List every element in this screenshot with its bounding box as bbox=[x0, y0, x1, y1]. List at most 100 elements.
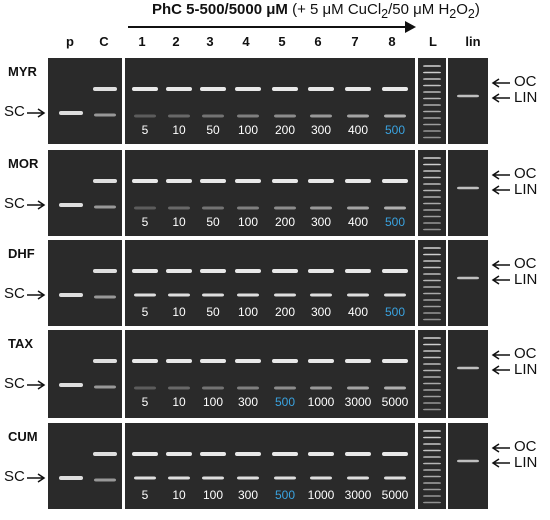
concentration-label: 50 bbox=[206, 215, 220, 229]
lane-header-1: 1 bbox=[138, 34, 146, 49]
sc-label: SC bbox=[4, 468, 25, 485]
oc-arrow bbox=[491, 78, 510, 88]
gel-panel-lin bbox=[448, 150, 488, 236]
concentration-label: 200 bbox=[274, 215, 296, 229]
gel-panel-left bbox=[48, 330, 122, 418]
lane-header-c: C bbox=[99, 34, 109, 49]
gel-panel-left bbox=[48, 150, 122, 236]
gel-panel-main bbox=[125, 423, 415, 509]
gel-name: MYR bbox=[8, 64, 37, 79]
concentration-label: 5 bbox=[141, 488, 149, 502]
concentration-label: 1000 bbox=[307, 488, 335, 502]
concentration-label: 10 bbox=[172, 488, 186, 502]
oc-label: OC bbox=[514, 438, 537, 455]
gel-panel-ladder bbox=[418, 423, 446, 509]
sc-label: SC bbox=[4, 195, 25, 212]
concentration-label: 100 bbox=[237, 305, 259, 319]
lin-label: LIN bbox=[514, 89, 538, 106]
lin-arrow bbox=[491, 185, 510, 195]
gel-name: TAX bbox=[8, 336, 34, 351]
sc-label: SC bbox=[4, 103, 25, 120]
gel-panel-left bbox=[48, 58, 122, 144]
concentration-label: 500 bbox=[384, 305, 406, 319]
title-rest: (+ 5 μM CuCl bbox=[287, 1, 382, 18]
concentration-label: 500 bbox=[384, 215, 406, 229]
oc-arrow bbox=[491, 170, 510, 180]
concentration-label: 10 bbox=[172, 305, 186, 319]
lane-header-6: 6 bbox=[314, 34, 322, 49]
title-bold: PhC 5-500/5000 μM bbox=[152, 1, 288, 18]
concentration-label: 400 bbox=[347, 305, 369, 319]
gel-panel-lin bbox=[448, 58, 488, 144]
gel-panel-main bbox=[125, 58, 415, 144]
sc-arrow bbox=[27, 290, 46, 300]
concentration-label: 300 bbox=[310, 215, 332, 229]
concentration-label: 3000 bbox=[344, 488, 372, 502]
gel-name: CUM bbox=[8, 429, 38, 444]
concentration-label: 5 bbox=[141, 215, 149, 229]
title-rest: /50 μM H bbox=[388, 1, 450, 18]
gel-name: DHF bbox=[8, 246, 35, 261]
lin-arrow bbox=[491, 93, 510, 103]
concentration-label: 100 bbox=[202, 395, 224, 409]
lane-header-l: L bbox=[429, 34, 437, 49]
gel-panel-left bbox=[48, 240, 122, 326]
gel-panel-main bbox=[125, 240, 415, 326]
lin-arrow bbox=[491, 458, 510, 468]
concentration-label: 200 bbox=[274, 123, 296, 137]
gel-panel-ladder bbox=[418, 150, 446, 236]
lin-label: LIN bbox=[514, 181, 538, 198]
title-sub: 2 bbox=[467, 7, 475, 21]
gel-panel-ladder bbox=[418, 330, 446, 418]
concentration-label: 5 bbox=[141, 395, 149, 409]
gel-panel-ladder bbox=[418, 240, 446, 326]
lane-header-p: p bbox=[66, 34, 74, 49]
concentration-label: 300 bbox=[310, 123, 332, 137]
sc-arrow bbox=[27, 380, 46, 390]
concentration-label: 300 bbox=[310, 305, 332, 319]
concentration-label: 5000 bbox=[381, 395, 409, 409]
concentration-label: 50 bbox=[206, 305, 220, 319]
lane-header-7: 7 bbox=[351, 34, 359, 49]
concentration-label: 100 bbox=[202, 488, 224, 502]
gel-panel-main bbox=[125, 150, 415, 236]
concentration-label: 10 bbox=[172, 123, 186, 137]
lin-arrow bbox=[491, 275, 510, 285]
gel-panel-lin bbox=[448, 240, 488, 326]
title-sub: 2 bbox=[381, 7, 389, 21]
oc-arrow bbox=[491, 443, 510, 453]
concentration-label: 10 bbox=[172, 215, 186, 229]
concentration-label: 400 bbox=[347, 123, 369, 137]
concentration-label: 500 bbox=[384, 123, 406, 137]
lane-header-2: 2 bbox=[172, 34, 180, 49]
concentration-label: 5000 bbox=[381, 488, 409, 502]
oc-arrow bbox=[491, 260, 510, 270]
lane-header-3: 3 bbox=[206, 34, 214, 49]
concentration-label: 3000 bbox=[344, 395, 372, 409]
gel-panel-ladder bbox=[418, 58, 446, 144]
lane-header-lin: lin bbox=[465, 34, 481, 49]
oc-label: OC bbox=[514, 345, 537, 362]
concentration-label: 50 bbox=[206, 123, 220, 137]
title-rest: O bbox=[456, 1, 468, 18]
lin-arrow bbox=[491, 365, 510, 375]
lin-label: LIN bbox=[514, 271, 538, 288]
lane-header-4: 4 bbox=[242, 34, 250, 49]
oc-arrow bbox=[491, 350, 510, 360]
concentration-label: 300 bbox=[237, 395, 259, 409]
sc-arrow bbox=[27, 473, 46, 483]
lane-header-8: 8 bbox=[388, 34, 396, 49]
lin-label: LIN bbox=[514, 361, 538, 378]
concentration-label: 100 bbox=[237, 215, 259, 229]
concentration-label: 5 bbox=[141, 305, 149, 319]
concentration-label: 300 bbox=[237, 488, 259, 502]
sc-label: SC bbox=[4, 285, 25, 302]
figure-title: PhC 5-500/5000 μM (+ 5 μM CuCl2/50 μM H2… bbox=[152, 1, 480, 21]
concentration-label: 5 bbox=[141, 123, 149, 137]
concentration-label: 500 bbox=[274, 488, 296, 502]
gel-panel-main bbox=[125, 330, 415, 418]
lane-header-5: 5 bbox=[278, 34, 286, 49]
concentration-label: 500 bbox=[274, 395, 296, 409]
lin-label: LIN bbox=[514, 454, 538, 471]
concentration-label: 1000 bbox=[307, 395, 335, 409]
